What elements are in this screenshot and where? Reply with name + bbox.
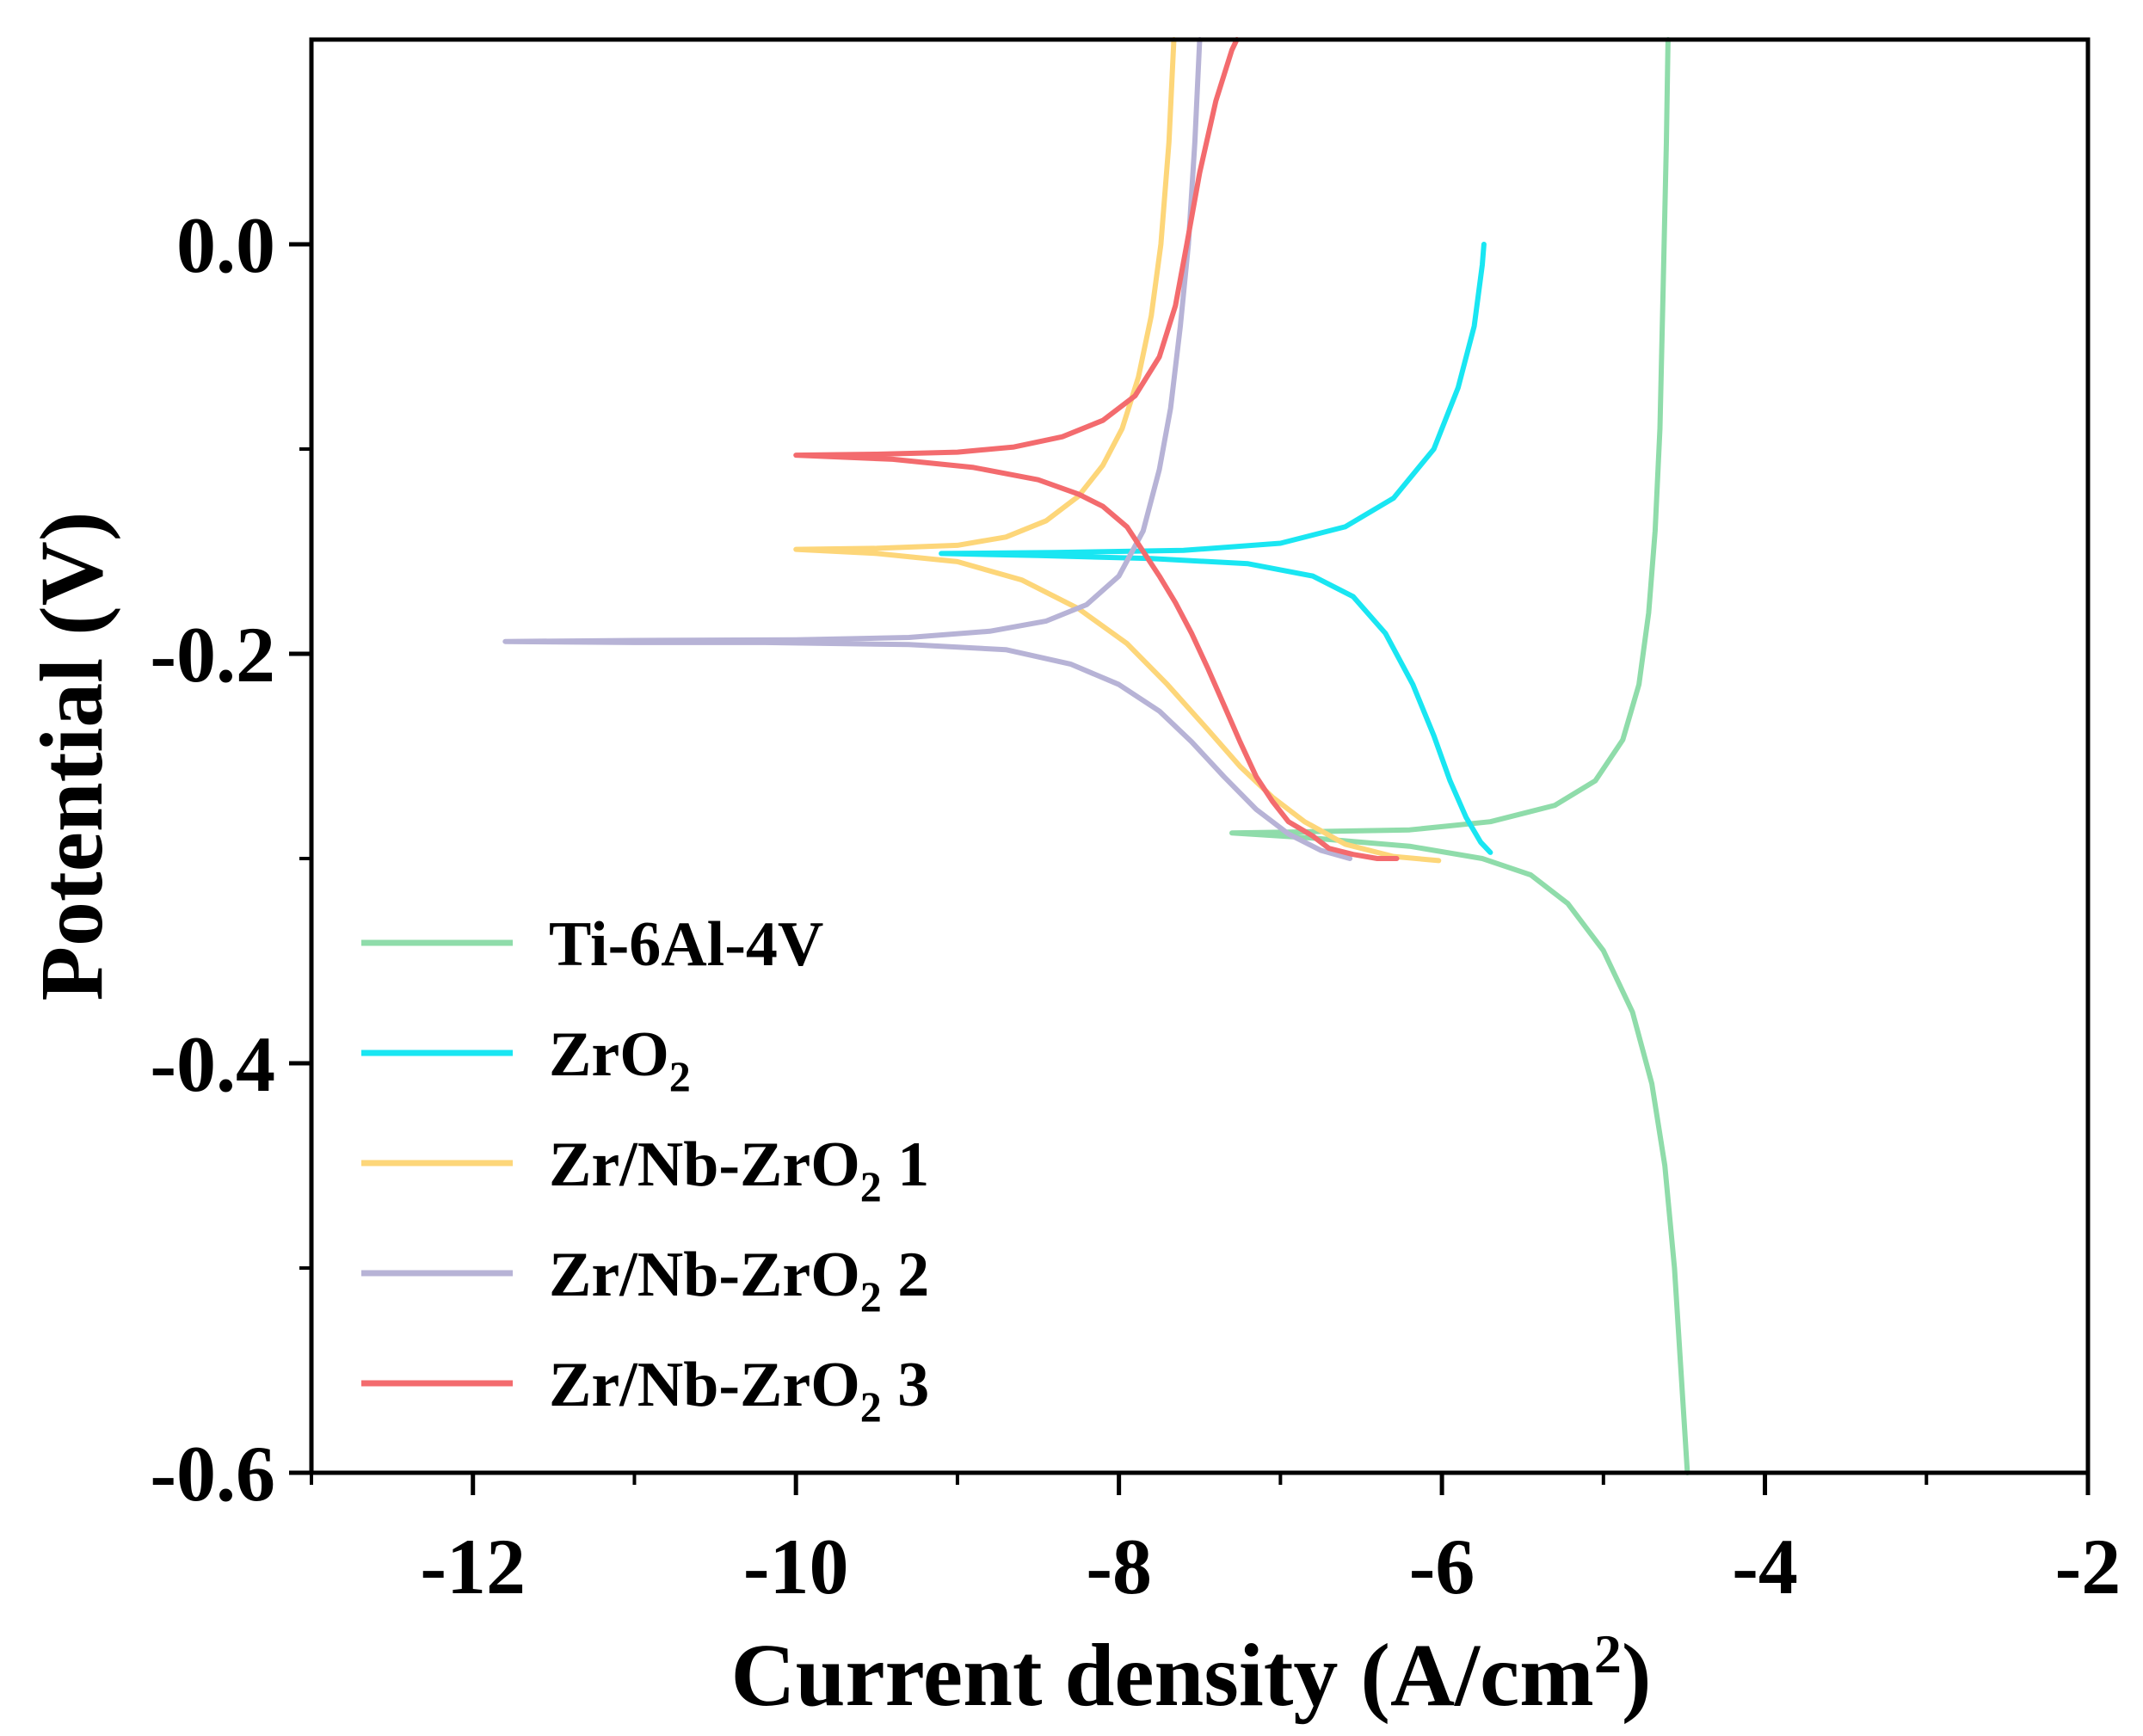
series-line-ti [1229,37,1690,1475]
series-line-zn3 [793,37,1400,861]
x-tick-label: -10 [743,1523,849,1610]
y-axis-title: Potential (V) [22,512,121,1001]
x-axis-title-tail: ) [1622,1626,1652,1725]
x-tick-label: -4 [1732,1523,1798,1610]
y-tick-label: -0.6 [150,1430,275,1517]
x-axis-title-text: Current density (A/cm [731,1626,1594,1725]
x-tick-label: -6 [1409,1523,1475,1610]
x-tick-label: -12 [420,1523,526,1610]
series-line-zn2 [502,37,1353,861]
series-line-zro2 [939,242,1493,855]
plot-area-frame [309,37,2091,1475]
legend-label-zro2: ZrO2 [549,1019,691,1100]
x-axis-title-superscript: 2 [1594,1623,1622,1684]
y-tick-label: 0.0 [176,201,275,289]
legend-label-zn2: Zr/Nb-ZrO2 2 [549,1240,929,1320]
series-line-zn1 [793,37,1442,864]
legend-label-zn1: Zr/Nb-ZrO2 1 [549,1130,929,1210]
y-tick-label: -0.2 [150,611,275,699]
x-tick-label: -2 [2055,1523,2121,1610]
x-tick-label: -8 [1086,1523,1152,1610]
legend-label-ti: Ti-6Al-4V [549,909,823,980]
y-tick-label: -0.4 [150,1020,275,1108]
legend-label-zn3: Zr/Nb-ZrO2 3 [549,1350,929,1431]
x-axis-title: Current density (A/cm2) [731,1623,1652,1725]
